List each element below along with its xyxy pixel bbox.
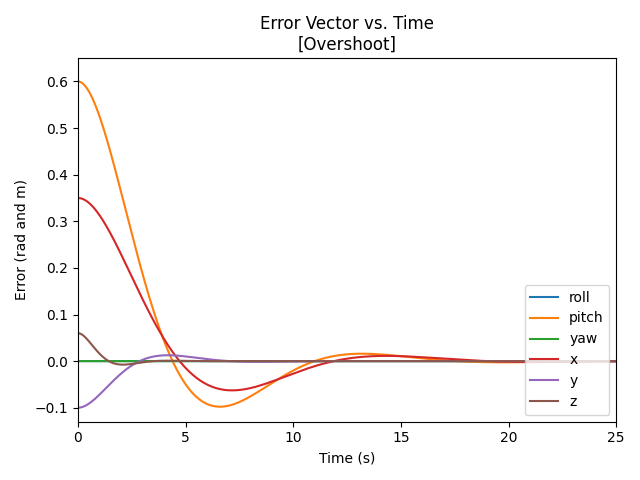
yaw [573,358,581,364]
Line: pitch: pitch [78,82,616,407]
x [559,359,567,365]
x [573,359,581,365]
yaw [74,358,82,364]
x [74,195,82,201]
roll [74,358,82,364]
yaw [179,358,187,364]
x [577,359,585,365]
roll [559,358,567,364]
Y-axis label: Error (rad and m): Error (rad and m) [15,180,29,300]
y [612,358,620,364]
pitch [216,404,224,409]
pitch [573,359,581,364]
pitch [612,358,620,364]
y [446,358,454,364]
x [334,358,342,363]
x [228,387,236,393]
pitch [74,79,82,84]
z [573,358,581,364]
yaw [559,358,567,364]
pitch [559,359,567,364]
roll [573,358,581,364]
pitch [577,359,585,364]
pitch [446,358,454,364]
z [180,358,188,364]
roll [179,358,187,364]
roll [577,358,585,364]
y [559,358,567,364]
Title: Error Vector vs. Time
[Overshoot]: Error Vector vs. Time [Overshoot] [260,15,434,54]
z [559,358,567,364]
Line: y: y [78,355,616,408]
x [446,356,454,362]
y [577,358,585,364]
y [180,353,188,359]
z [334,358,342,364]
yaw [446,358,454,364]
y [334,358,342,364]
z [446,358,454,364]
roll [334,358,342,364]
y [164,352,172,358]
Legend: roll, pitch, yaw, x, y, z: roll, pitch, yaw, x, y, z [525,285,609,415]
z [612,358,620,364]
Line: z: z [78,333,616,365]
x [612,359,620,364]
roll [446,358,454,364]
pitch [334,352,342,358]
z [577,358,585,364]
yaw [612,358,620,364]
z [119,362,127,368]
Line: x: x [78,198,616,390]
y [573,358,581,364]
roll [612,358,620,364]
pitch [179,378,187,384]
z [74,330,82,336]
y [74,405,82,410]
yaw [334,358,342,364]
yaw [577,358,585,364]
x [179,362,187,368]
X-axis label: Time (s): Time (s) [319,451,375,465]
